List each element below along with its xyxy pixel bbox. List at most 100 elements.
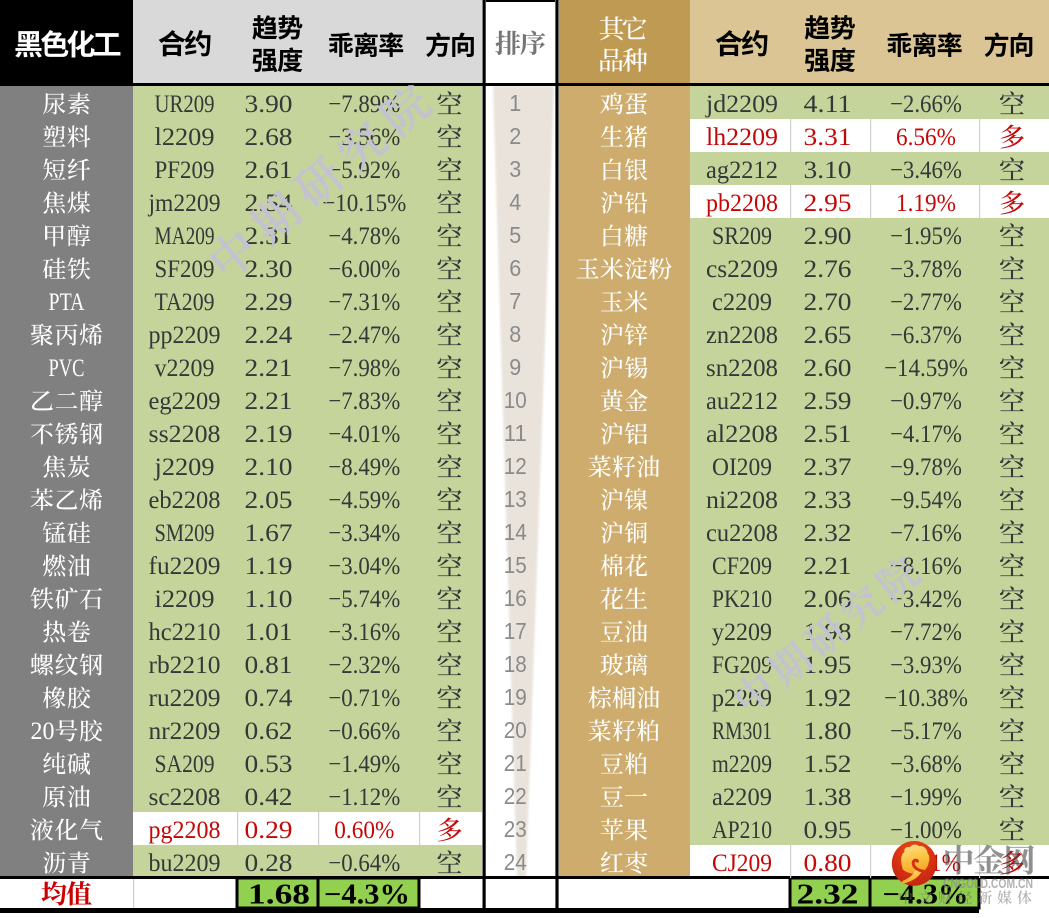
svg-text:2.60: 2.60: [804, 355, 852, 382]
svg-text:l2209: l2209: [155, 124, 215, 151]
svg-text:−3.93%: −3.93%: [890, 652, 962, 679]
svg-text:PK210: PK210: [712, 586, 772, 613]
svg-text:jd2209: jd2209: [705, 91, 778, 118]
svg-text:PVC: PVC: [49, 355, 85, 382]
svg-text:0.74: 0.74: [245, 685, 294, 712]
svg-text:−7.98%: −7.98%: [328, 355, 400, 382]
svg-text:−3.68%: −3.68%: [890, 751, 962, 778]
svg-text:2.61: 2.61: [245, 157, 293, 184]
svg-text:−4.3%: −4.3%: [324, 879, 410, 910]
svg-text:TA209: TA209: [155, 289, 215, 316]
svg-text:0.80: 0.80: [804, 850, 852, 877]
svg-text:−2.32%: −2.32%: [328, 652, 400, 679]
svg-text:−0.71%: −0.71%: [328, 685, 400, 712]
svg-text:−7.72%: −7.72%: [890, 619, 962, 646]
svg-text:−3.78%: −3.78%: [890, 256, 962, 283]
svg-text:2.31: 2.31: [245, 223, 293, 250]
svg-text:−1.00%: −1.00%: [890, 817, 962, 844]
svg-text:−9.78%: −9.78%: [890, 454, 962, 481]
svg-text:2.59: 2.59: [804, 388, 852, 415]
svg-text:6.56%: 6.56%: [896, 124, 956, 151]
svg-text:21: 21: [504, 750, 527, 776]
svg-text:−9.54%: −9.54%: [890, 487, 962, 514]
svg-text:−1.12%: −1.12%: [328, 784, 400, 811]
svg-text:UR209: UR209: [155, 91, 215, 118]
svg-text:bu2209: bu2209: [149, 850, 221, 877]
svg-text:−8.49%: −8.49%: [328, 454, 400, 481]
svg-text:2.70: 2.70: [804, 289, 852, 316]
svg-text:PF209: PF209: [155, 157, 215, 184]
svg-text:sn2208: sn2208: [706, 355, 778, 382]
svg-text:al2208: al2208: [706, 421, 778, 448]
svg-text:a2209: a2209: [712, 784, 772, 811]
svg-text:−4.17%: −4.17%: [890, 421, 962, 448]
svg-text:22: 22: [504, 783, 527, 809]
svg-text:−3.16%: −3.16%: [328, 619, 400, 646]
svg-text:−2.77%: −2.77%: [890, 289, 962, 316]
svg-text:CJ209: CJ209: [712, 850, 772, 877]
svg-text:FG209: FG209: [712, 652, 772, 679]
svg-text:9: 9: [509, 354, 521, 380]
svg-text:2.68: 2.68: [245, 124, 293, 151]
svg-text:j2209: j2209: [153, 454, 214, 481]
svg-text:23: 23: [504, 816, 527, 842]
svg-text:0.53: 0.53: [245, 751, 293, 778]
svg-text:20: 20: [504, 717, 527, 743]
svg-text:−2.47%: −2.47%: [328, 322, 400, 349]
svg-text:−7.16%: −7.16%: [890, 520, 962, 547]
svg-text:−4.3%: −4.3%: [883, 879, 969, 910]
svg-text:−2.66%: −2.66%: [890, 91, 962, 118]
svg-text:fu2209: fu2209: [149, 553, 221, 580]
svg-text:1.19: 1.19: [245, 553, 293, 580]
svg-text:nr2209: nr2209: [149, 718, 221, 745]
svg-text:0.95: 0.95: [804, 817, 852, 844]
svg-text:−4.78%: −4.78%: [328, 223, 400, 250]
svg-text:−0.64%: −0.64%: [328, 850, 400, 877]
svg-text:1.52: 1.52: [804, 751, 852, 778]
svg-text:8: 8: [509, 321, 521, 347]
svg-text:−3.42%: −3.42%: [890, 586, 962, 613]
svg-text:2.21: 2.21: [245, 355, 293, 382]
svg-text:pp2209: pp2209: [149, 322, 221, 349]
svg-text:2.32: 2.32: [797, 879, 859, 910]
svg-text:sc2208: sc2208: [149, 784, 221, 811]
svg-text:2.37: 2.37: [804, 454, 852, 481]
svg-text:−7.83%: −7.83%: [328, 388, 400, 415]
svg-text:7: 7: [509, 288, 521, 314]
svg-text:MA209: MA209: [155, 223, 215, 250]
svg-text:CNGOLD.COM.CN: CNGOLD.COM.CN: [943, 876, 1033, 891]
svg-text:cu2208: cu2208: [706, 520, 778, 547]
svg-text:2.29: 2.29: [245, 289, 293, 316]
svg-text:1.19%: 1.19%: [896, 190, 956, 217]
svg-text:eg2209: eg2209: [149, 388, 221, 415]
svg-text:−1.99%: −1.99%: [890, 784, 962, 811]
svg-text:1: 1: [509, 90, 521, 116]
svg-text:−1.95%: −1.95%: [890, 223, 962, 250]
svg-text:0.81: 0.81: [245, 652, 293, 679]
svg-text:rb2210: rb2210: [149, 652, 221, 679]
svg-text:3.31: 3.31: [804, 124, 852, 151]
svg-text:2.90: 2.90: [804, 223, 852, 250]
svg-text:OI209: OI209: [712, 454, 772, 481]
svg-text:ru2209: ru2209: [149, 685, 221, 712]
svg-text:−0.97%: −0.97%: [890, 388, 962, 415]
svg-text:2.30: 2.30: [245, 256, 293, 283]
svg-text:−5.74%: −5.74%: [328, 586, 400, 613]
svg-text:−4.01%: −4.01%: [328, 421, 400, 448]
svg-text:2.19: 2.19: [245, 421, 293, 448]
svg-text:ss2208: ss2208: [149, 421, 221, 448]
svg-text:1.92: 1.92: [804, 685, 852, 712]
svg-text:2.32: 2.32: [804, 520, 852, 547]
svg-text:4.11: 4.11: [804, 91, 852, 118]
svg-text:m2209: m2209: [712, 751, 772, 778]
svg-text:1.68: 1.68: [248, 879, 310, 910]
svg-text:6: 6: [509, 255, 521, 281]
svg-text:16: 16: [504, 585, 527, 611]
svg-text:2.05: 2.05: [245, 487, 293, 514]
svg-text:24: 24: [504, 849, 527, 875]
svg-text:19: 19: [504, 684, 527, 710]
svg-text:5: 5: [509, 222, 521, 248]
svg-text:−3.04%: −3.04%: [328, 553, 400, 580]
svg-text:−7.31%: −7.31%: [328, 289, 400, 316]
svg-text:ag2212: ag2212: [706, 157, 778, 184]
